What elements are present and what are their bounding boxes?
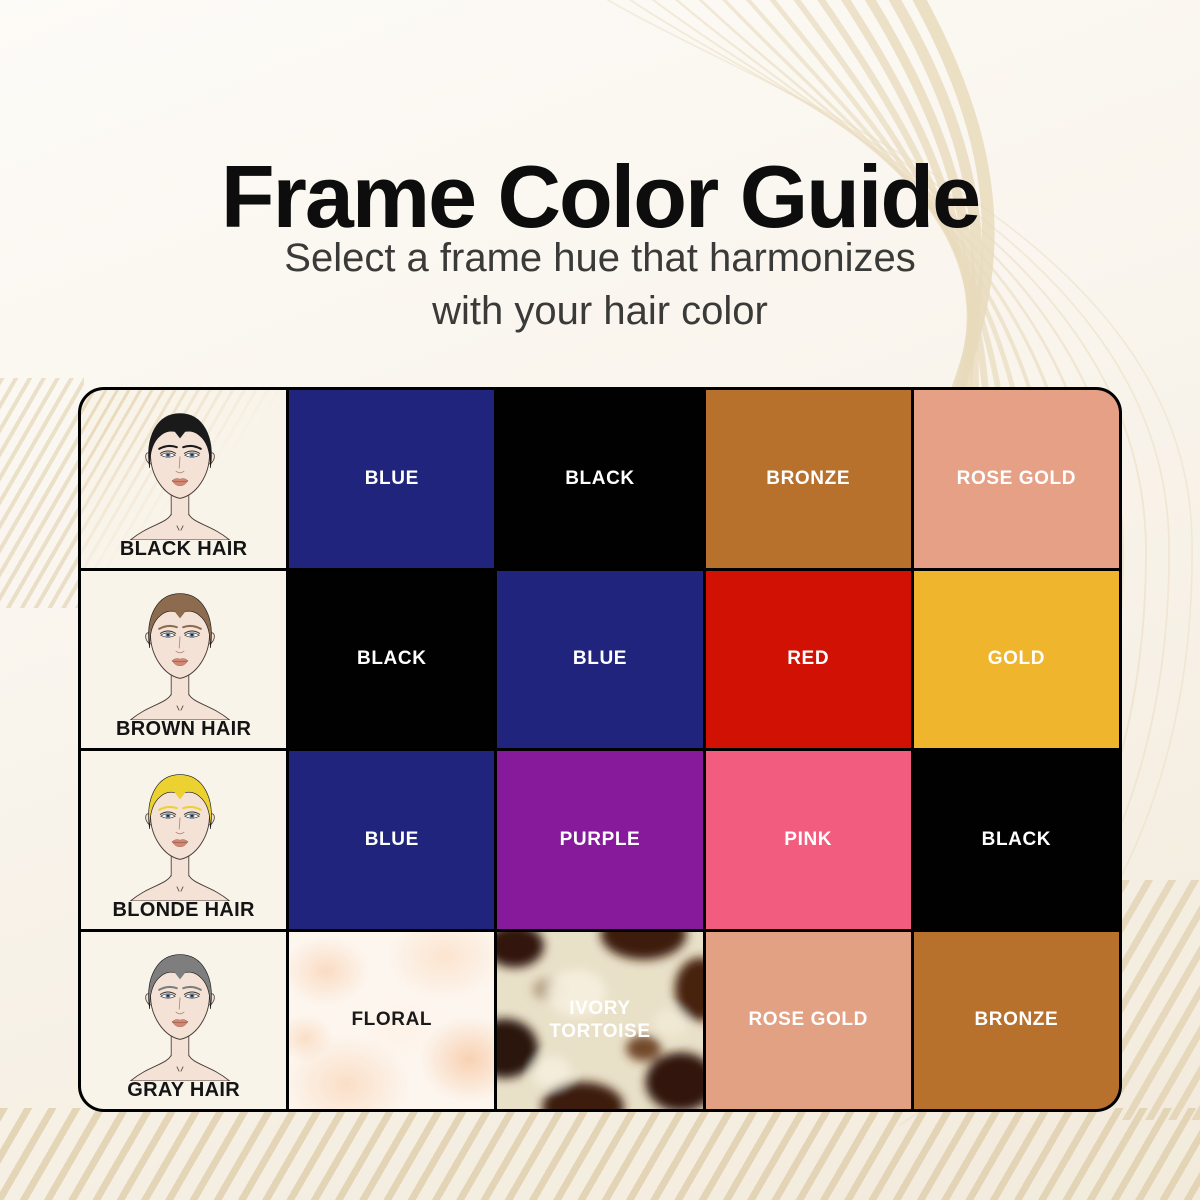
swatch-label: PURPLE xyxy=(559,828,641,850)
page-subtitle: Select a frame hue that harmonizes with … xyxy=(0,232,1200,338)
frame-swatch: ROSE GOLD xyxy=(705,931,911,1109)
frame-swatch: BLUE xyxy=(289,390,495,568)
hair-label: BROWN HAIR xyxy=(115,718,252,740)
page-subtitle-line2: with your hair color xyxy=(432,288,768,333)
frame-swatch: PURPLE xyxy=(497,751,703,929)
swatch-label: ROSE GOLD xyxy=(748,1009,868,1031)
swatch-label: BLACK xyxy=(565,467,635,489)
decorative-stripes-left xyxy=(0,378,84,608)
swatch-label: BRONZE xyxy=(974,1009,1059,1031)
hair-label: BLACK HAIR xyxy=(119,537,248,560)
swatch-label: BLUE xyxy=(364,828,419,850)
page-subtitle-line1: Select a frame hue that harmonizes xyxy=(284,236,916,280)
swatch-label: BLACK xyxy=(981,828,1052,850)
face-illustration-black-hair xyxy=(108,404,260,540)
frame-swatch: RED xyxy=(705,570,911,748)
swatch-label: BLUE xyxy=(364,467,419,489)
frame-swatch: BRONZE xyxy=(705,390,911,568)
frame-swatch: BLACK xyxy=(913,751,1119,929)
face-illustration-blonde-hair xyxy=(108,765,260,901)
frame-swatch: ROSE GOLD xyxy=(913,390,1119,568)
face-cell-blonde-hair: BLONDE HAIR xyxy=(81,751,287,929)
face-illustration-brown-hair xyxy=(108,584,260,720)
face-cell-black-hair: BLACK HAIR xyxy=(81,390,287,568)
frame-swatch: BRONZE xyxy=(913,931,1119,1109)
page-title: Frame Color Guide xyxy=(220,146,981,246)
swatch-label: FLORAL xyxy=(351,1009,433,1031)
frame-swatch: BLACK xyxy=(289,570,495,748)
frame-swatch-floral: FLORAL xyxy=(289,931,495,1109)
swatch-label: PINK xyxy=(784,828,833,850)
floral-texture xyxy=(289,931,495,1109)
face-cell-brown-hair: BROWN HAIR xyxy=(81,570,287,748)
swatch-label: RED xyxy=(787,648,830,670)
frame-swatch: GOLD xyxy=(913,570,1119,748)
swatch-label: BLACK xyxy=(357,648,427,670)
swatch-label: BRONZE xyxy=(766,467,851,489)
hair-label: GRAY HAIR xyxy=(127,1079,240,1101)
swatch-label: GOLD xyxy=(987,648,1046,670)
swatch-label: ROSE GOLD xyxy=(956,467,1077,489)
face-illustration-gray-hair xyxy=(108,945,260,1081)
frame-swatch: BLUE xyxy=(497,570,703,748)
decorative-stripes-right xyxy=(1122,880,1200,1120)
frame-swatch-ivory-tortoise: IVORY TORTOISE xyxy=(497,931,703,1109)
face-cell-gray-hair: GRAY HAIR xyxy=(81,931,287,1109)
frame-swatch: PINK xyxy=(705,751,911,929)
swatch-label: IVORY TORTOISE xyxy=(549,997,651,1043)
color-guide-table: BLACK HAIR BLUE BLACK BRONZE ROSE GOLD B… xyxy=(78,387,1122,1112)
frame-swatch: BLACK xyxy=(497,390,703,568)
swatch-label: BLUE xyxy=(572,648,628,670)
frame-swatch: BLUE xyxy=(289,751,495,929)
decorative-stripes-bottom xyxy=(0,1108,1200,1200)
hair-label: BLONDE HAIR xyxy=(112,898,255,921)
